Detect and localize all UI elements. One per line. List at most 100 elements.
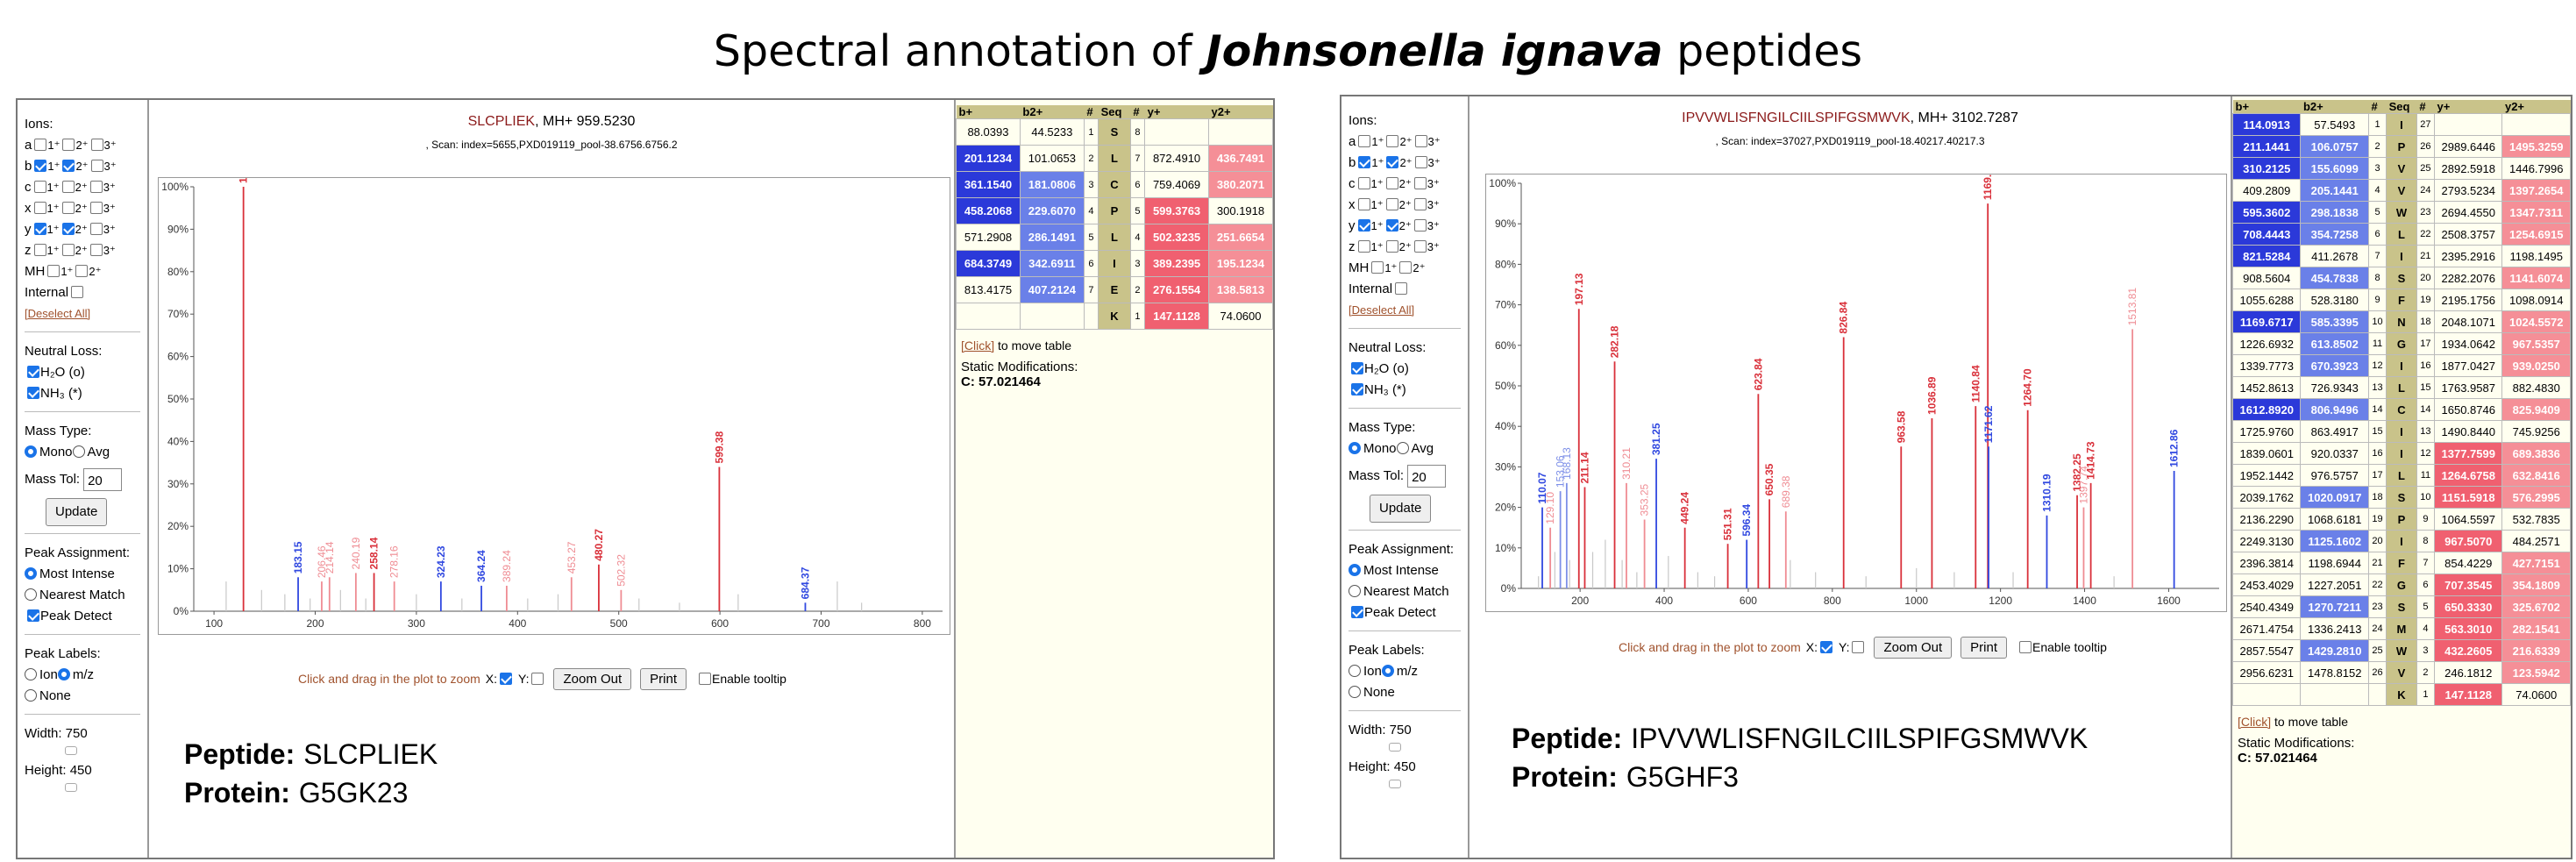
h2o-loss-checkbox[interactable]: [27, 366, 39, 378]
zoom-out-button[interactable]: Zoom Out: [1874, 637, 1953, 659]
spectrum-plot[interactable]: 0% 10% 20% 30% 40% 50% 60% 70% 80% 90% 100% 100 200 3…: [158, 151, 951, 636]
internal-checkbox[interactable]: [71, 286, 84, 298]
ion-b-charge-2-checkbox[interactable]: [1386, 156, 1399, 168]
ion-label-radio[interactable]: [25, 668, 37, 680]
ion-b-charge-1-checkbox[interactable]: [1358, 156, 1371, 168]
spectrum-plot[interactable]: 0% 10% 20% 30% 40% 50% 60% 70% 80% 90% 100% 200 400 6…: [1485, 162, 2228, 613]
ion-z-charge-1-checkbox[interactable]: [1357, 240, 1370, 253]
ion-y-charge-2-checkbox[interactable]: [1385, 219, 1398, 232]
charge-label: 1⁺: [1371, 156, 1384, 169]
y1-ion-cell: 2793.5234: [2433, 179, 2503, 202]
ion-x-charge-1-checkbox[interactable]: [33, 202, 46, 214]
y-zoom-checkbox[interactable]: [1852, 641, 1865, 653]
nh3-loss-checkbox[interactable]: [27, 387, 39, 399]
ion-x-charge-2-checkbox[interactable]: [61, 202, 75, 214]
none-label-radio[interactable]: [1348, 686, 1361, 698]
mh-charge-2-checkbox[interactable]: [1399, 261, 1413, 274]
ion-a-charge-2-checkbox[interactable]: [62, 139, 75, 151]
ion-z-charge-3-checkbox[interactable]: [1413, 240, 1427, 253]
deselect-all-link[interactable]: [Deselect All]: [25, 307, 91, 320]
ion-b-charge-3-checkbox[interactable]: [90, 160, 103, 172]
ion-type-label: z: [1348, 239, 1356, 254]
ion-a-charge-3-checkbox[interactable]: [90, 139, 103, 151]
ion-type-label: b: [25, 159, 32, 174]
update-button[interactable]: Update: [46, 498, 108, 526]
print-button[interactable]: Print: [1960, 637, 2008, 659]
mono-radio[interactable]: [25, 445, 37, 458]
ion-y-charge-3-checkbox[interactable]: [89, 223, 103, 235]
none-label-radio[interactable]: [25, 689, 37, 702]
ion-label-radio[interactable]: [1348, 665, 1361, 677]
h2o-loss-checkbox[interactable]: [1351, 362, 1363, 374]
mh-charge-2-checkbox[interactable]: [75, 265, 89, 277]
ion-c-charge-3-checkbox[interactable]: [89, 181, 103, 193]
deselect-all-link[interactable]: [Deselect All]: [1348, 303, 1415, 317]
ion-z-charge-2-checkbox[interactable]: [61, 244, 75, 256]
peak-detect-checkbox[interactable]: [27, 609, 39, 622]
width-slider[interactable]: [65, 746, 77, 755]
mass-tol-input[interactable]: 20: [1407, 465, 1447, 488]
peak-detect-checkbox[interactable]: [1351, 606, 1363, 618]
avg-radio[interactable]: [72, 445, 85, 458]
peak-label: 1397.74: [2077, 466, 2089, 504]
mass-tol-input[interactable]: 20: [83, 468, 123, 491]
ion-c-charge-1-checkbox[interactable]: [33, 181, 46, 193]
print-button[interactable]: Print: [640, 668, 687, 690]
ion-a-charge-1-checkbox[interactable]: [1358, 135, 1371, 147]
ion-c-charge-2-checkbox[interactable]: [1385, 177, 1398, 189]
ion-y-charge-3-checkbox[interactable]: [1413, 219, 1427, 232]
b1-ion-cell: 88.0393: [956, 118, 1021, 146]
mh-charge-1-checkbox[interactable]: [1371, 261, 1384, 274]
width-slider[interactable]: [1389, 743, 1401, 752]
ion-z-charge-1-checkbox[interactable]: [33, 244, 46, 256]
y-zoom-checkbox[interactable]: [531, 673, 544, 685]
nearest-match-radio[interactable]: [25, 588, 37, 601]
enable-tooltip-checkbox[interactable]: [699, 673, 712, 685]
height-slider[interactable]: [65, 783, 77, 792]
x-zoom-checkbox[interactable]: [500, 673, 513, 685]
mono-radio[interactable]: [1348, 442, 1361, 454]
ion-c-charge-3-checkbox[interactable]: [1413, 177, 1427, 189]
ion-x-charge-1-checkbox[interactable]: [1357, 198, 1370, 210]
residue-index-cell: 7: [1083, 276, 1099, 303]
ion-y-charge-2-checkbox[interactable]: [61, 223, 75, 235]
ion-a-charge-2-checkbox[interactable]: [1386, 135, 1399, 147]
ion-type-label: z: [25, 243, 32, 258]
ion-c-charge-2-checkbox[interactable]: [61, 181, 75, 193]
move-table-info: [Click] to move table: [2232, 715, 2571, 729]
mz-label-radio[interactable]: [1381, 665, 1394, 677]
move-table-link[interactable]: [Click]: [2238, 715, 2272, 729]
height-slider[interactable]: [1389, 780, 1401, 788]
ion-y-charge-1-checkbox[interactable]: [1357, 219, 1370, 232]
move-table-link[interactable]: [Click]: [961, 338, 995, 353]
mh-charge-1-checkbox[interactable]: [47, 265, 60, 277]
ion-c-charge-1-checkbox[interactable]: [1357, 177, 1370, 189]
b1-ion-cell: [956, 303, 1021, 330]
ion-x-charge-3-checkbox[interactable]: [89, 202, 103, 214]
ion-a-charge-3-checkbox[interactable]: [1414, 135, 1427, 147]
nearest-match-radio[interactable]: [1348, 585, 1361, 597]
internal-checkbox[interactable]: [1395, 282, 1408, 295]
ion-b-charge-3-checkbox[interactable]: [1414, 156, 1427, 168]
ion-z-charge-3-checkbox[interactable]: [89, 244, 103, 256]
ion-x-charge-3-checkbox[interactable]: [1413, 198, 1427, 210]
ion-y-charge-1-checkbox[interactable]: [33, 223, 46, 235]
enable-tooltip-checkbox[interactable]: [2019, 641, 2032, 653]
x-zoom-checkbox[interactable]: [1820, 641, 1833, 653]
most-intense-radio[interactable]: [1348, 564, 1361, 576]
spectrum-chart[interactable]: 0% 10% 20% 30% 40% 50% 60% 70% 80% 90% 100% 200 400 6…: [1486, 162, 2228, 613]
ion-x-charge-2-checkbox[interactable]: [1385, 198, 1398, 210]
most-intense-radio[interactable]: [25, 567, 37, 580]
nh3-loss-checkbox[interactable]: [1351, 383, 1363, 395]
ion-b-charge-1-checkbox[interactable]: [34, 160, 47, 172]
enable-tooltip-label: Enable tooltip: [712, 672, 786, 686]
ion-z-charge-2-checkbox[interactable]: [1385, 240, 1398, 253]
zoom-out-button[interactable]: Zoom Out: [553, 668, 632, 690]
update-row: Update: [25, 498, 140, 526]
spectrum-chart[interactable]: 0% 10% 20% 30% 40% 50% 60% 70% 80% 90% 100% 100 200 3…: [159, 151, 951, 636]
mz-label-radio[interactable]: [57, 668, 70, 680]
ion-b-charge-2-checkbox[interactable]: [62, 160, 75, 172]
update-button[interactable]: Update: [1370, 495, 1432, 523]
ion-a-charge-1-checkbox[interactable]: [34, 139, 47, 151]
avg-radio[interactable]: [1396, 442, 1409, 454]
